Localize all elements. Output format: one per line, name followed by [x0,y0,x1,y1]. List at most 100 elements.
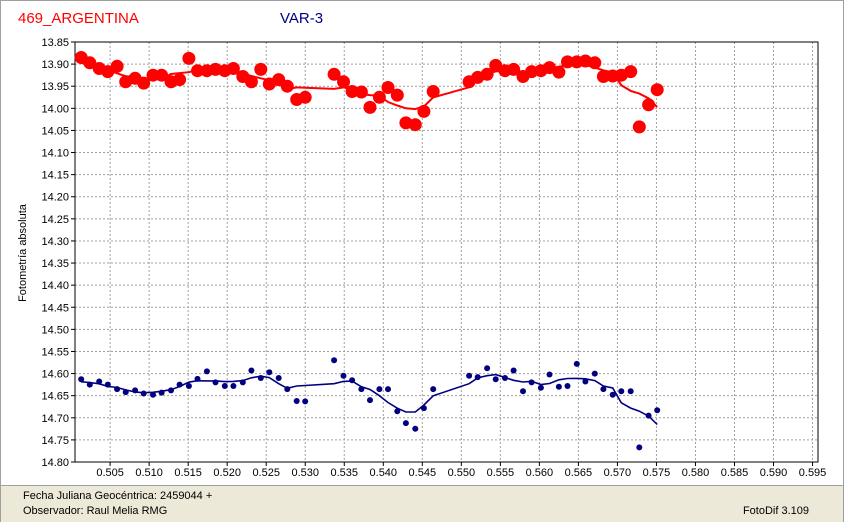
red-data-point [337,75,350,89]
blue-data-point [474,374,481,381]
red-data-point [650,83,664,97]
y-tick-label: 13.90 [41,59,69,71]
x-tick-label: 0.520 [213,467,241,479]
observer-label: Observador: Raul Melia RMG [23,505,168,517]
x-tick-label: 0.535 [330,467,358,479]
blue-data-point [402,420,409,427]
x-tick-label: 0.510 [135,467,163,479]
plot-area [74,41,819,463]
red-data-point [417,104,431,118]
y-tick-label: 14.00 [41,103,69,115]
blue-data-point [420,405,427,412]
x-tick-label: 0.590 [760,467,788,479]
red-data-point [552,65,566,79]
y-tick-label: 14.05 [41,125,69,137]
blue-data-point [150,391,156,398]
red-data-point [372,90,386,104]
red-data-point [298,90,312,104]
blue-data-point [168,387,174,394]
red-data-point [345,85,359,98]
x-tick-label: 0.515 [174,467,202,479]
blue-data-point [302,398,309,405]
red-data-point [254,62,268,76]
blue-data-point [376,386,383,393]
y-tick-label: 14.60 [41,369,69,381]
blue-data-point [185,383,192,389]
x-tick-label: 0.575 [643,467,671,479]
blue-data-point [176,381,183,388]
blue-data-point [248,367,255,374]
red-data-point [327,67,341,81]
y-tick-label: 14.30 [41,236,69,248]
x-tick-label: 0.540 [370,467,398,479]
blue-data-point [212,379,219,386]
blue-data-point [573,360,580,367]
x-tick-label: 0.545 [409,467,437,479]
grid-layer [71,41,818,466]
x-tick-label: 0.595 [799,467,827,479]
blue-data-point [230,383,237,389]
blue-data-point [555,383,562,390]
blue-data-point [510,367,517,374]
red-data-point [83,56,97,70]
x-tick-label: 0.505 [96,467,124,479]
blue-data-point [349,377,356,384]
red-data-point [182,51,196,65]
red-data-point [244,75,258,89]
blue-data-point [284,386,291,393]
blue-data-point [158,389,165,396]
blue-data-point [484,365,491,372]
blue-data-point [502,375,508,381]
blue-data-point [609,391,616,398]
x-tick-label: 0.580 [682,467,710,479]
blue-data-point [78,376,85,383]
red-data-point [408,118,422,132]
x-tick-label: 0.585 [721,467,749,479]
y-tick-label: 14.10 [41,148,69,160]
y-tick-label: 14.50 [41,324,69,336]
blue-data-point [430,386,437,393]
version-label: FotoDif 3.109 [742,505,809,517]
blue-data-point [114,386,121,393]
blue-data-point [520,388,526,395]
blue-data-point [266,369,273,376]
red-data-point [507,62,521,76]
blue-data-point [358,386,365,393]
red-data-point [426,85,440,98]
blue-data-point [582,378,589,385]
blue-data-point [564,383,571,389]
blue-data-point [385,386,391,393]
blue-data-point [618,388,625,395]
variable-label: VAR-3 [280,10,324,27]
y-tick-label: 13.95 [41,81,69,93]
y-tick-label: 14.75 [41,435,69,447]
y-tick-label: 14.65 [41,391,69,403]
series-layer [74,51,664,451]
red-data-point [561,55,574,69]
blue-data-point [331,357,338,364]
blue-data-point [194,375,201,382]
blue-data-point [96,378,103,385]
red-data-point [191,64,204,78]
x-tick-label: 0.560 [526,467,554,479]
x-tick-label: 0.555 [487,467,515,479]
red-data-point [173,73,187,87]
red-data-point [381,81,395,94]
blue-data-point [654,407,661,414]
y-tick-label: 14.45 [41,302,69,314]
y-tick-label: 14.40 [41,280,69,292]
red-data-point [363,100,377,114]
blue-data-point [412,425,419,432]
blue-data-point [466,372,473,379]
julian-date-label: Fecha Juliana Geocéntrica: 2459044 + [23,490,213,502]
blue-data-point [257,375,264,381]
blue-data-point [645,412,652,419]
blue-data-point [546,371,553,378]
y-tick-label: 14.80 [41,457,69,469]
y-tick-label: 14.15 [41,170,69,182]
light-curve-chart: 13.85 13.90 13.95 14.00 14.05 14.10 14.15 14.20… [17,37,827,479]
blue-data-point [239,379,246,386]
x-tick-label: 0.550 [448,467,476,479]
x-tick-label: 0.565 [565,467,593,479]
